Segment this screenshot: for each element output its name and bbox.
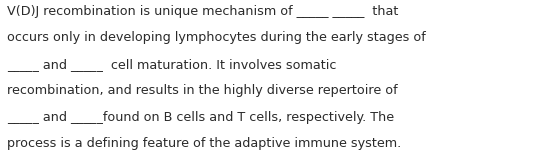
Text: _____ and _____found on B cells and T cells, respectively. The: _____ and _____found on B cells and T ce… bbox=[7, 111, 394, 124]
Text: occurs only in developing lymphocytes during the early stages of: occurs only in developing lymphocytes du… bbox=[7, 31, 425, 44]
Text: process is a defining feature of the adaptive immune system.: process is a defining feature of the ada… bbox=[7, 137, 401, 150]
Text: recombination, and results in the highly diverse repertoire of: recombination, and results in the highly… bbox=[7, 84, 397, 97]
Text: V(D)J recombination is unique mechanism of _____ _____  that: V(D)J recombination is unique mechanism … bbox=[7, 5, 398, 18]
Text: _____ and _____  cell maturation. It involves somatic: _____ and _____ cell maturation. It invo… bbox=[7, 58, 336, 71]
